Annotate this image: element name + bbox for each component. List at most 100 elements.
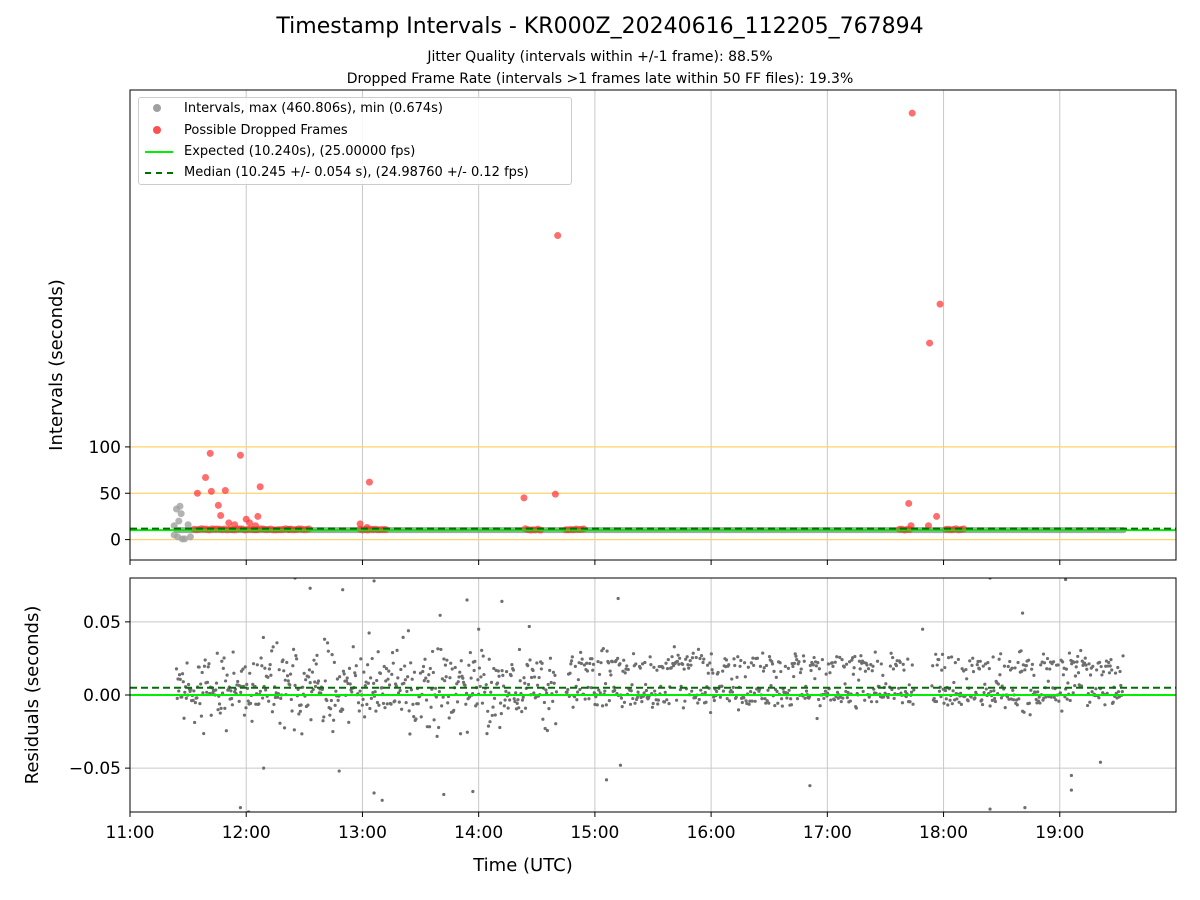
residual-point bbox=[813, 677, 817, 681]
residual-point bbox=[912, 688, 916, 692]
residual-point bbox=[585, 669, 590, 673]
residual-point bbox=[1100, 673, 1104, 677]
residual-point bbox=[372, 791, 376, 795]
residual-point bbox=[197, 665, 201, 669]
residual-point bbox=[625, 664, 629, 668]
residual-point bbox=[721, 669, 725, 673]
residual-point bbox=[801, 654, 806, 658]
residual-point bbox=[808, 784, 812, 788]
residual-point bbox=[681, 662, 685, 666]
residual-point bbox=[385, 702, 389, 706]
residual-point bbox=[543, 726, 547, 731]
residual-point bbox=[308, 681, 312, 685]
residual-point bbox=[902, 668, 906, 672]
residual-point bbox=[473, 659, 477, 663]
residual-point bbox=[416, 702, 420, 706]
residual-point bbox=[298, 709, 302, 713]
residual-point bbox=[307, 668, 312, 672]
residual-point bbox=[348, 682, 352, 686]
legend-label-expected: Expected (10.240s), (25.00000 fps) bbox=[184, 144, 416, 159]
residual-point bbox=[691, 651, 695, 655]
residual-point bbox=[442, 657, 446, 661]
residual-point bbox=[288, 683, 292, 687]
residual-point bbox=[582, 663, 587, 667]
residual-point bbox=[239, 690, 243, 694]
residual-point bbox=[537, 675, 541, 680]
residual-point bbox=[631, 696, 635, 701]
residual-point bbox=[657, 664, 661, 669]
residual-point bbox=[325, 641, 330, 645]
residual-point bbox=[375, 700, 380, 705]
residual-point bbox=[746, 665, 750, 669]
residual-point bbox=[1036, 690, 1040, 694]
residual-point bbox=[490, 713, 494, 718]
interval-point bbox=[186, 533, 194, 541]
residual-point bbox=[910, 663, 914, 667]
residual-point bbox=[597, 688, 601, 692]
residual-point bbox=[531, 668, 535, 673]
residual-point bbox=[207, 662, 211, 666]
residual-point bbox=[667, 702, 671, 706]
residual-point bbox=[1044, 695, 1048, 699]
residual-point bbox=[1097, 696, 1101, 700]
residual-point bbox=[1030, 662, 1035, 666]
residual-point bbox=[881, 695, 886, 699]
residual-point bbox=[191, 698, 195, 702]
residual-point bbox=[511, 668, 516, 672]
residual-point bbox=[255, 663, 259, 667]
residuals-plot-area bbox=[130, 578, 1176, 812]
residual-point bbox=[250, 719, 254, 723]
residual-point bbox=[401, 635, 405, 639]
residual-point bbox=[351, 645, 355, 649]
residual-point bbox=[199, 682, 203, 686]
dropped-frame-point bbox=[217, 512, 225, 520]
residual-point bbox=[258, 689, 262, 693]
residual-point bbox=[999, 652, 1003, 656]
residual-point bbox=[465, 598, 469, 602]
residual-point bbox=[1005, 695, 1010, 699]
residual-point bbox=[456, 680, 460, 684]
residual-point bbox=[794, 654, 798, 658]
residual-point bbox=[472, 668, 476, 673]
residual-point bbox=[889, 651, 893, 655]
residual-point bbox=[696, 647, 701, 652]
residual-point bbox=[193, 720, 197, 725]
residual-point bbox=[669, 666, 673, 670]
residual-point bbox=[182, 716, 186, 720]
residual-point bbox=[368, 706, 372, 711]
residual-point bbox=[360, 703, 364, 707]
residual-point bbox=[998, 673, 1002, 677]
residual-point bbox=[290, 709, 294, 713]
residual-point bbox=[799, 667, 803, 671]
chart-subtitle-jitter: Jitter Quality (intervals within +/-1 fr… bbox=[427, 49, 773, 65]
residual-point bbox=[270, 710, 275, 714]
residual-point bbox=[545, 728, 550, 733]
residual-point bbox=[642, 691, 646, 695]
residual-point bbox=[1038, 701, 1042, 705]
legend-line-expected bbox=[145, 151, 173, 153]
residual-point bbox=[272, 702, 276, 707]
residual-point bbox=[294, 654, 298, 658]
residual-point bbox=[429, 705, 433, 709]
residual-point bbox=[1084, 663, 1088, 667]
residual-point bbox=[419, 715, 423, 719]
residual-point bbox=[257, 702, 261, 706]
residual-point bbox=[432, 718, 436, 722]
residual-point bbox=[937, 689, 942, 693]
residual-point bbox=[576, 678, 580, 682]
residual-point bbox=[1068, 698, 1072, 703]
residual-point bbox=[1099, 664, 1103, 669]
residual-point bbox=[829, 698, 833, 702]
residual-point bbox=[579, 650, 583, 654]
residual-point bbox=[514, 691, 518, 695]
residual-point bbox=[488, 720, 492, 724]
residual-point bbox=[755, 656, 760, 660]
residual-point bbox=[181, 680, 185, 684]
legend-label-intervals: Intervals, max (460.806s), min (0.674s) bbox=[184, 101, 443, 116]
interval-point bbox=[184, 521, 192, 529]
interval-point bbox=[170, 522, 178, 530]
residual-point bbox=[976, 659, 980, 664]
residual-point bbox=[264, 688, 268, 692]
residual-point bbox=[906, 657, 910, 661]
residual-point bbox=[824, 672, 828, 676]
